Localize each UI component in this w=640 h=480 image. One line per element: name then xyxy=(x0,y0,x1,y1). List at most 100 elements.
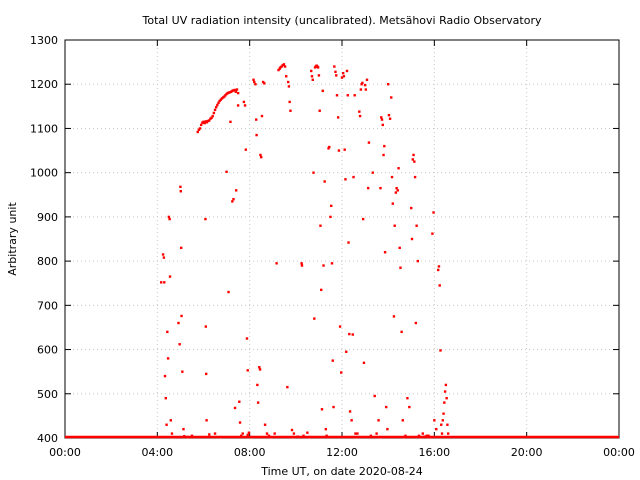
data-point xyxy=(331,359,334,362)
data-point xyxy=(427,434,430,437)
data-point xyxy=(414,321,418,325)
data-point xyxy=(263,82,266,85)
data-point xyxy=(238,421,242,424)
data-point xyxy=(435,427,438,431)
data-point xyxy=(300,262,303,265)
data-point xyxy=(208,119,211,122)
data-point xyxy=(253,80,256,84)
y-axis-label: Arbitrary unit xyxy=(6,202,19,276)
data-point xyxy=(395,186,398,190)
data-point xyxy=(360,83,363,86)
data-point xyxy=(361,81,364,85)
y-tick-label: 1300 xyxy=(30,34,58,47)
data-point xyxy=(311,78,314,81)
data-point xyxy=(210,116,213,120)
data-point xyxy=(280,65,283,68)
x-tick-label: 04:00 xyxy=(141,446,173,459)
data-point xyxy=(247,431,251,434)
data-point xyxy=(291,435,294,439)
data-point xyxy=(437,265,441,268)
data-point xyxy=(431,232,434,235)
data-point xyxy=(324,427,328,431)
data-point xyxy=(162,256,166,259)
data-point xyxy=(362,361,366,365)
data-point xyxy=(350,419,353,422)
data-point xyxy=(443,401,446,404)
data-point xyxy=(335,94,339,97)
data-point xyxy=(396,189,399,192)
data-point xyxy=(377,419,380,422)
data-point xyxy=(197,128,201,131)
data-point xyxy=(417,434,421,437)
data-point xyxy=(263,423,267,426)
data-point xyxy=(340,76,344,79)
data-point xyxy=(356,432,359,435)
data-point xyxy=(410,237,414,241)
data-point xyxy=(446,432,450,435)
data-point xyxy=(204,325,208,328)
data-point xyxy=(164,397,167,400)
data-point xyxy=(224,94,227,97)
data-point xyxy=(296,435,299,438)
y-tick-label: 1200 xyxy=(30,78,58,91)
data-point xyxy=(334,70,337,74)
data-point xyxy=(186,435,190,439)
data-point xyxy=(385,405,388,409)
data-point xyxy=(320,288,323,292)
data-point xyxy=(345,69,349,73)
data-point xyxy=(371,171,374,174)
data-point xyxy=(323,180,326,183)
data-point xyxy=(412,153,415,157)
data-point xyxy=(413,175,417,179)
data-point xyxy=(433,419,436,422)
data-point xyxy=(344,178,347,181)
data-point xyxy=(167,215,171,219)
data-point xyxy=(217,101,220,104)
data-point xyxy=(343,148,346,151)
data-point xyxy=(330,204,333,208)
data-point xyxy=(286,385,289,389)
data-point xyxy=(330,262,334,265)
x-tick-label: 16:00 xyxy=(418,446,450,459)
data-point xyxy=(288,100,291,104)
data-point xyxy=(353,94,356,97)
data-point xyxy=(364,88,368,91)
data-point xyxy=(352,175,355,179)
data-point xyxy=(166,330,169,334)
data-point xyxy=(292,432,296,435)
data-point xyxy=(445,397,448,400)
data-point xyxy=(386,427,389,431)
data-point xyxy=(205,419,208,422)
data-point xyxy=(359,88,363,91)
data-point xyxy=(202,120,205,124)
data-point xyxy=(369,434,373,437)
data-point xyxy=(400,330,403,334)
chart-title: Total UV radiation intensity (uncalibrat… xyxy=(142,14,542,27)
data-point xyxy=(199,123,203,127)
data-point xyxy=(179,190,183,193)
x-tick-label: 12:00 xyxy=(326,446,358,459)
data-point xyxy=(165,423,168,426)
data-point xyxy=(425,434,428,437)
data-point xyxy=(282,63,286,66)
data-point xyxy=(258,368,262,371)
data-point xyxy=(320,408,324,411)
data-point xyxy=(408,405,411,409)
data-point xyxy=(329,215,332,219)
y-tick-label: 900 xyxy=(37,211,58,224)
data-point xyxy=(216,103,219,107)
data-point xyxy=(259,153,262,157)
data-point xyxy=(397,167,400,170)
data-point xyxy=(255,133,258,137)
data-point xyxy=(306,431,309,434)
data-point xyxy=(317,74,321,77)
data-point xyxy=(319,224,322,227)
data-point xyxy=(290,428,294,432)
x-tick-label: 00:00 xyxy=(49,446,81,459)
data-point xyxy=(223,95,226,98)
data-point xyxy=(198,127,202,130)
data-point xyxy=(367,141,371,144)
data-point xyxy=(159,281,163,284)
data-point xyxy=(208,433,211,436)
data-point xyxy=(337,149,341,152)
